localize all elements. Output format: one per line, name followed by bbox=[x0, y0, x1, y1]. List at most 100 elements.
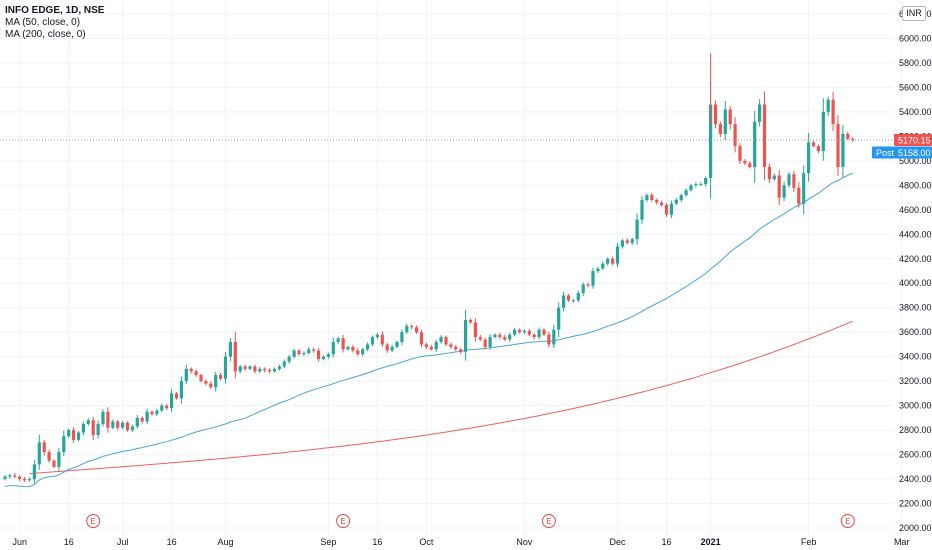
candle-body bbox=[606, 258, 610, 264]
candle-body bbox=[400, 332, 404, 342]
earnings-marker-label: E bbox=[845, 517, 850, 526]
y-tick-label: 2800.00 bbox=[899, 425, 932, 435]
candle bbox=[214, 372, 218, 392]
candle-body bbox=[331, 341, 335, 355]
candle-body bbox=[630, 239, 634, 243]
candle bbox=[67, 428, 71, 439]
candle-body bbox=[811, 142, 816, 147]
candle bbox=[743, 159, 747, 166]
candle-body bbox=[640, 200, 644, 220]
post-badge-label: Post bbox=[876, 148, 895, 158]
candle-body bbox=[341, 338, 345, 350]
candle-body bbox=[223, 356, 228, 379]
candle bbox=[464, 309, 468, 361]
candle bbox=[415, 325, 419, 334]
last-price-label: 5170.15 bbox=[898, 136, 931, 146]
candle-body bbox=[356, 350, 360, 355]
candle-body bbox=[125, 422, 130, 431]
earnings-marker-circle bbox=[86, 514, 101, 528]
candle-body bbox=[743, 160, 747, 164]
candle-body bbox=[767, 166, 771, 180]
candle bbox=[762, 91, 767, 181]
legend-ma200[interactable]: MA (200, close, 0) bbox=[5, 29, 86, 40]
candle bbox=[807, 132, 811, 182]
candle bbox=[606, 257, 610, 266]
candle-body bbox=[52, 460, 56, 467]
candle-body bbox=[498, 334, 502, 338]
candle bbox=[758, 99, 762, 127]
candle-body bbox=[689, 185, 693, 191]
y-tick-label: 5000.00 bbox=[899, 156, 932, 166]
legend-symbol[interactable]: INFO EDGE, 1D, NSE bbox=[5, 5, 105, 16]
earnings-marker: E bbox=[840, 514, 855, 528]
candle bbox=[238, 364, 242, 374]
candle-body bbox=[777, 175, 781, 198]
candle bbox=[562, 291, 566, 312]
candle-body bbox=[312, 349, 316, 351]
candle-body bbox=[527, 330, 531, 335]
candle bbox=[209, 381, 213, 389]
x-tick-label: 16 bbox=[661, 537, 671, 547]
candle-body bbox=[537, 329, 541, 338]
candle bbox=[150, 410, 154, 416]
candle-body bbox=[566, 295, 571, 301]
candle-body bbox=[439, 337, 443, 342]
candle bbox=[277, 364, 281, 371]
candle-body bbox=[620, 240, 624, 247]
candle-body bbox=[601, 263, 605, 269]
candle bbox=[121, 420, 125, 430]
candle-body bbox=[738, 146, 742, 161]
earnings-marker: E bbox=[541, 514, 556, 528]
candle bbox=[366, 342, 370, 352]
candle bbox=[106, 407, 110, 433]
candle-body bbox=[326, 354, 330, 357]
candle-body bbox=[317, 350, 321, 360]
candle-body bbox=[194, 371, 198, 376]
candle bbox=[439, 335, 443, 344]
post-badge bbox=[872, 146, 894, 159]
currency-badge[interactable]: INR bbox=[902, 6, 926, 21]
x-tick-label: 2021 bbox=[701, 537, 721, 547]
candle bbox=[184, 364, 188, 385]
candle-body bbox=[508, 334, 512, 340]
candle-body bbox=[336, 338, 340, 342]
candle bbox=[370, 335, 375, 346]
candle bbox=[635, 213, 639, 245]
price-axis[interactable]: 2000.00 2200.00 2400.00 2600.00 2800.00 3000.… bbox=[899, 9, 932, 533]
candle bbox=[346, 345, 350, 351]
candle-body bbox=[753, 121, 757, 167]
candle-body bbox=[596, 268, 600, 271]
x-tick-label: 16 bbox=[167, 537, 177, 547]
candle-body bbox=[816, 146, 820, 152]
candle-body bbox=[351, 346, 355, 351]
candle bbox=[767, 163, 771, 184]
candle bbox=[478, 334, 482, 342]
candle-body bbox=[130, 426, 134, 431]
candle bbox=[640, 195, 644, 224]
legend-ma50[interactable]: MA (50, close, 0) bbox=[5, 17, 81, 28]
y-tick-label: 4400.00 bbox=[899, 229, 932, 239]
candle bbox=[243, 364, 247, 371]
candle-body bbox=[199, 375, 203, 382]
candle-body bbox=[62, 436, 66, 453]
time-axis[interactable]: Jun 16 Jul 16 Aug Sep 16 Oct Nov Dec 16 2021 Feb Mar bbox=[12, 537, 909, 547]
candle-body bbox=[47, 452, 51, 461]
candle bbox=[473, 318, 477, 342]
candle bbox=[650, 192, 654, 202]
y-tick-label: 2200.00 bbox=[899, 499, 932, 509]
candle-body bbox=[233, 341, 237, 372]
y-tick-label: 3200.00 bbox=[899, 376, 932, 386]
candle bbox=[723, 100, 727, 140]
candle-body bbox=[150, 411, 154, 415]
candle bbox=[96, 420, 100, 439]
candle-body bbox=[361, 349, 365, 355]
x-tick-label: Dec bbox=[609, 537, 626, 547]
candle-body bbox=[145, 411, 149, 422]
candle-body bbox=[841, 133, 845, 167]
candle-body bbox=[488, 337, 492, 347]
candle-body bbox=[81, 423, 85, 433]
candle-body bbox=[434, 341, 438, 350]
y-tick-label: 5600.00 bbox=[899, 82, 932, 92]
earnings-marker-circle bbox=[541, 514, 556, 528]
